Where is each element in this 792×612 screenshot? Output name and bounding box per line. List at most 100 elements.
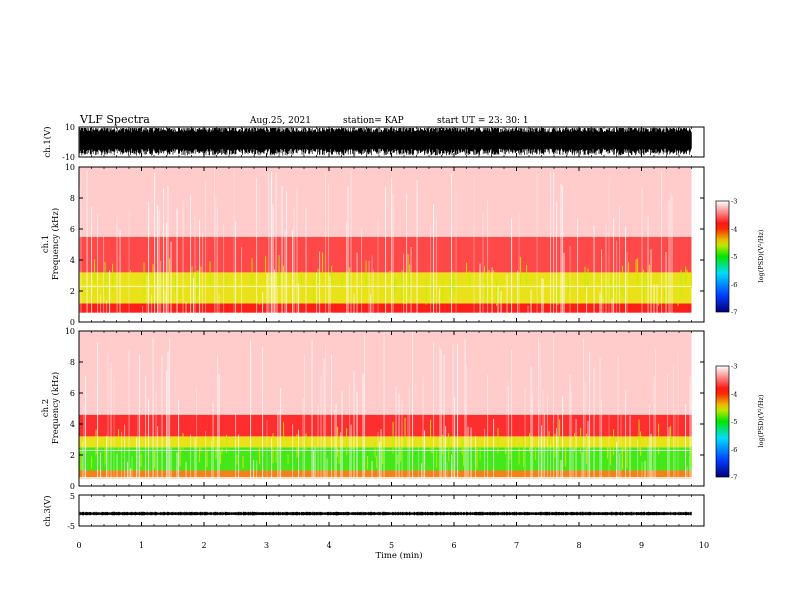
spec1-streak [100, 294, 102, 315]
spec1-streak [103, 235, 105, 315]
spec2-streak [157, 426, 159, 479]
spec1-streak [518, 212, 520, 315]
spec2-streak [583, 337, 585, 479]
spec1-streak [166, 222, 168, 315]
spec2-streak [623, 438, 625, 450]
spec1-streak [389, 271, 391, 294]
spec2-streak [325, 342, 327, 479]
spec2-streak [641, 461, 643, 479]
spec1-streak [329, 275, 331, 315]
spec1-streak [358, 273, 360, 304]
spec2-ytick-label: 4 [70, 420, 75, 429]
ch1-ytick-top: 10 [65, 123, 75, 132]
spec2-streak [562, 396, 564, 479]
spec2-streak [340, 432, 342, 479]
time-tick-label: 3 [264, 541, 269, 550]
spec1-streak [541, 278, 543, 315]
spec2-streak [487, 375, 489, 479]
spec2-streak [334, 409, 336, 479]
ch3-waveform-frame [78, 494, 705, 527]
spec2-streak [178, 399, 180, 479]
spec1-streak [553, 171, 555, 315]
spec1-streak [416, 180, 418, 315]
spec2-streak [514, 437, 516, 448]
spec1-streak [610, 281, 612, 301]
spec1-streak [209, 261, 211, 289]
spec1-tone-1 [79, 312, 692, 314]
spec1-streak [203, 288, 205, 299]
spec1-ytick-label: 4 [70, 256, 75, 265]
spec2-streak [176, 452, 178, 479]
spec1-streak [661, 170, 663, 315]
spec1-streak [527, 305, 529, 315]
spec2-streak [250, 339, 252, 479]
colorbar-tick-label: -3 [731, 363, 737, 371]
spec1-streak [616, 240, 618, 315]
spec2-streak [275, 445, 277, 463]
spec1-streak [467, 273, 469, 286]
colorbar-tick-label: -5 [731, 418, 737, 426]
spec2-streak [476, 448, 478, 470]
spec2-streak [131, 456, 133, 479]
spec1-streak [346, 221, 348, 315]
ch2-spectrogram-ylabel-frequency: Frequency (kHz) [50, 372, 61, 444]
spec2-streak [622, 441, 624, 470]
spec2-streak [619, 453, 621, 479]
spec1-streak [484, 266, 486, 290]
spec2-streak [572, 447, 574, 479]
spec2-streak [283, 422, 285, 448]
spec2-streak [398, 393, 400, 479]
ch1-ytick-bottom: -10 [62, 153, 75, 162]
spec2-streak [376, 455, 378, 469]
colorbar-tick-label: -5 [731, 253, 737, 261]
spec2-streak [613, 429, 615, 455]
spec1-streak [197, 269, 199, 295]
spec1-streak [223, 223, 225, 315]
spec2-streak [625, 390, 627, 479]
ch1-spectrogram-ylabel-channel: ch.1 [41, 235, 51, 253]
spec2-streak [442, 434, 444, 455]
spec2-streak [559, 419, 561, 451]
spec1-streak [179, 287, 181, 299]
spec1-streak [167, 186, 169, 315]
ch1-waveform-trace [79, 128, 692, 156]
spec1-streak [325, 173, 327, 315]
figure-title: VLF Spectra [79, 113, 150, 126]
spec2-streak [445, 426, 447, 479]
spec1-streak [404, 280, 406, 305]
spec1-streak [623, 285, 625, 298]
spec1-streak [530, 289, 532, 315]
spec2-streak [205, 431, 207, 479]
spec2-streak [544, 413, 546, 479]
spec1-streak [487, 199, 489, 315]
spec1-streak [256, 177, 258, 315]
spec2-streak [107, 353, 109, 479]
spec1-ytick-label: 0 [70, 318, 75, 327]
spec1-streak [331, 266, 333, 284]
spec2-streak [424, 430, 426, 479]
spec1-streak [200, 266, 202, 297]
colorbar-tick-label: -7 [731, 474, 737, 482]
spec2-streak [484, 428, 486, 479]
spec2-streak [667, 373, 669, 479]
spec2-streak [574, 433, 576, 451]
spec2-streak [673, 364, 675, 479]
spec1-streak [671, 195, 673, 315]
spec1-streak [449, 279, 451, 298]
spec2-streak [304, 354, 306, 479]
spec2-streak [154, 451, 156, 469]
spec2-streak [457, 343, 459, 479]
spec2-streak [379, 442, 381, 479]
spec2-streak [152, 337, 154, 479]
spec1-streak [278, 255, 280, 287]
spec1-streak [353, 293, 355, 315]
spec2-streak [607, 443, 609, 459]
spec1-streak [542, 278, 544, 315]
spec1-streak [268, 172, 270, 315]
spec2-streak [262, 346, 264, 479]
spec2-streak [118, 429, 120, 450]
spec2-streak [529, 433, 531, 452]
spec2-streak [463, 440, 465, 466]
spec1-streak [199, 219, 201, 315]
spec1-streak [385, 186, 387, 315]
